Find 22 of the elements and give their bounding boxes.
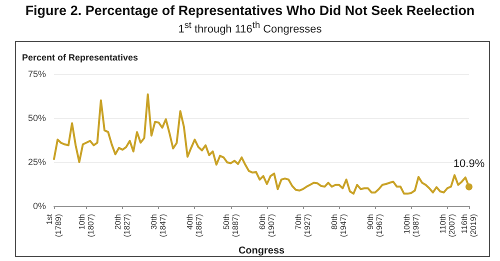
x-tick-label: 116th (2019) [460,214,478,238]
y-tick-label: 50% [28,113,46,123]
x-tick-label: 1st (1789) [45,213,63,238]
x-tick-label: 80th (1947) [330,214,348,238]
x-tick-label: 100th (1987) [402,214,420,238]
x-tick-label: 30th (1847) [150,214,168,238]
x-tick-label: 10th (1807) [77,214,96,238]
chart-subtitle: 1$^{st}$ through 116$^{th}$ Congresses [177,20,323,36]
x-tick-label: 40th (1867) [186,214,204,238]
x-tick-label: 60th (1907) [258,214,276,238]
x-tick-label: 90th (1967) [366,214,384,238]
x-tick-label: 50th (1887) [222,214,240,238]
x-tick-label: 70th (1927) [294,214,312,238]
data-label: 10.9% [453,158,485,170]
x-tick-label: 20th (1827) [114,214,132,238]
y-axis-title: Percent of Representatives [22,52,138,62]
x-tick-label: 110th (2007) [438,214,456,238]
x-axis-title: Congress [238,246,285,256]
y-tick-label: 25% [28,157,46,167]
chart-title: Figure 2. Percentage of Representatives Who Did Not Seek Reelection [24,3,476,18]
y-tick-label: 0% [32,201,46,211]
y-tick-label: 75% [28,69,46,79]
